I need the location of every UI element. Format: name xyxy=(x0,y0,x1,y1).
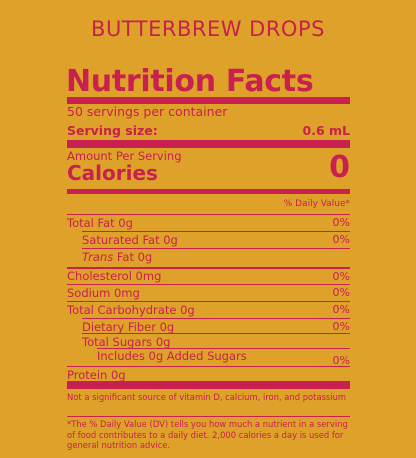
nutrient-row-cholesterol: Cholesterol 0mg 0% xyxy=(67,267,350,283)
trans-label: Trans xyxy=(82,249,114,264)
thick-rule xyxy=(67,140,350,148)
nutrient-label: Saturated Fat 0g xyxy=(82,232,178,247)
amount-per-serving: Amount Per Serving xyxy=(67,149,182,163)
nutrient-label: Includes 0g Added Sugars xyxy=(97,349,247,363)
nutrient-dv: 0% xyxy=(332,269,350,283)
nutrient-dv: 0% xyxy=(332,216,350,229)
nutrient-label: Total Fat 0g xyxy=(67,215,133,230)
serving-size-label: Serving size: xyxy=(67,123,158,138)
nutrient-dv: 0% xyxy=(332,286,350,299)
nutrient-row-total-sugars: Total Sugars 0g xyxy=(82,333,350,349)
nutrient-row-saturated-fat: Saturated Fat 0g 0% xyxy=(82,231,350,247)
nutrient-label: Sodium 0mg xyxy=(67,285,140,300)
nutrient-row-protein: Protein 0g xyxy=(67,366,350,382)
nutrient-row-added-sugars: Includes 0g Added Sugars 0% xyxy=(97,348,350,368)
nutrient-dv: 0% xyxy=(332,320,350,333)
nutrient-label: Total Carbohydrate 0g xyxy=(67,302,195,317)
top-rule xyxy=(67,97,350,104)
nutrient-row-total-fat: Total Fat 0g 0% xyxy=(67,214,350,230)
nutrient-dv: 0% xyxy=(332,233,350,246)
nutrient-row-total-carbohydrate: Total Carbohydrate 0g 0% xyxy=(67,301,350,317)
nutrient-row-trans-fat: Trans Fat 0g xyxy=(82,248,350,264)
nutrient-label: Dietary Fiber 0g xyxy=(82,319,175,334)
nutrient-label: Trans Fat 0g xyxy=(82,250,152,264)
nutrient-row-dietary-fiber: Dietary Fiber 0g 0% xyxy=(82,318,350,334)
nutrient-label: Protein 0g xyxy=(67,367,126,382)
nutrient-dv: 0% xyxy=(332,303,350,316)
footnote-divider xyxy=(67,416,350,417)
nutrition-facts-heading: Nutrition Facts xyxy=(66,64,314,99)
serving-size-row: Serving size: 0.6 mL xyxy=(67,123,350,140)
medium-rule xyxy=(67,189,350,194)
calories-label: Calories xyxy=(67,161,158,185)
bottom-rule xyxy=(67,381,350,389)
serving-size-value: 0.6 mL xyxy=(302,123,351,138)
nutrient-label: Total Sugars 0g xyxy=(82,334,171,349)
product-name: BUTTERBREW DROPS xyxy=(91,17,325,41)
nutrient-label: Cholesterol 0mg xyxy=(67,269,162,283)
daily-value-footnote: *The % Daily Value (DV) tells you how mu… xyxy=(67,419,348,451)
trans-fat-amount: Fat 0g xyxy=(113,249,153,264)
nutrient-dv: 0% xyxy=(332,354,350,367)
vitamin-footnote: Not a significant source of vitamin D, c… xyxy=(67,392,347,402)
calories-value: 0 xyxy=(329,150,350,185)
servings-per-container: 50 servings per container xyxy=(67,104,228,119)
daily-value-header: % Daily Value* xyxy=(283,199,350,209)
nutrient-row-sodium: Sodium 0mg 0% xyxy=(67,284,350,300)
